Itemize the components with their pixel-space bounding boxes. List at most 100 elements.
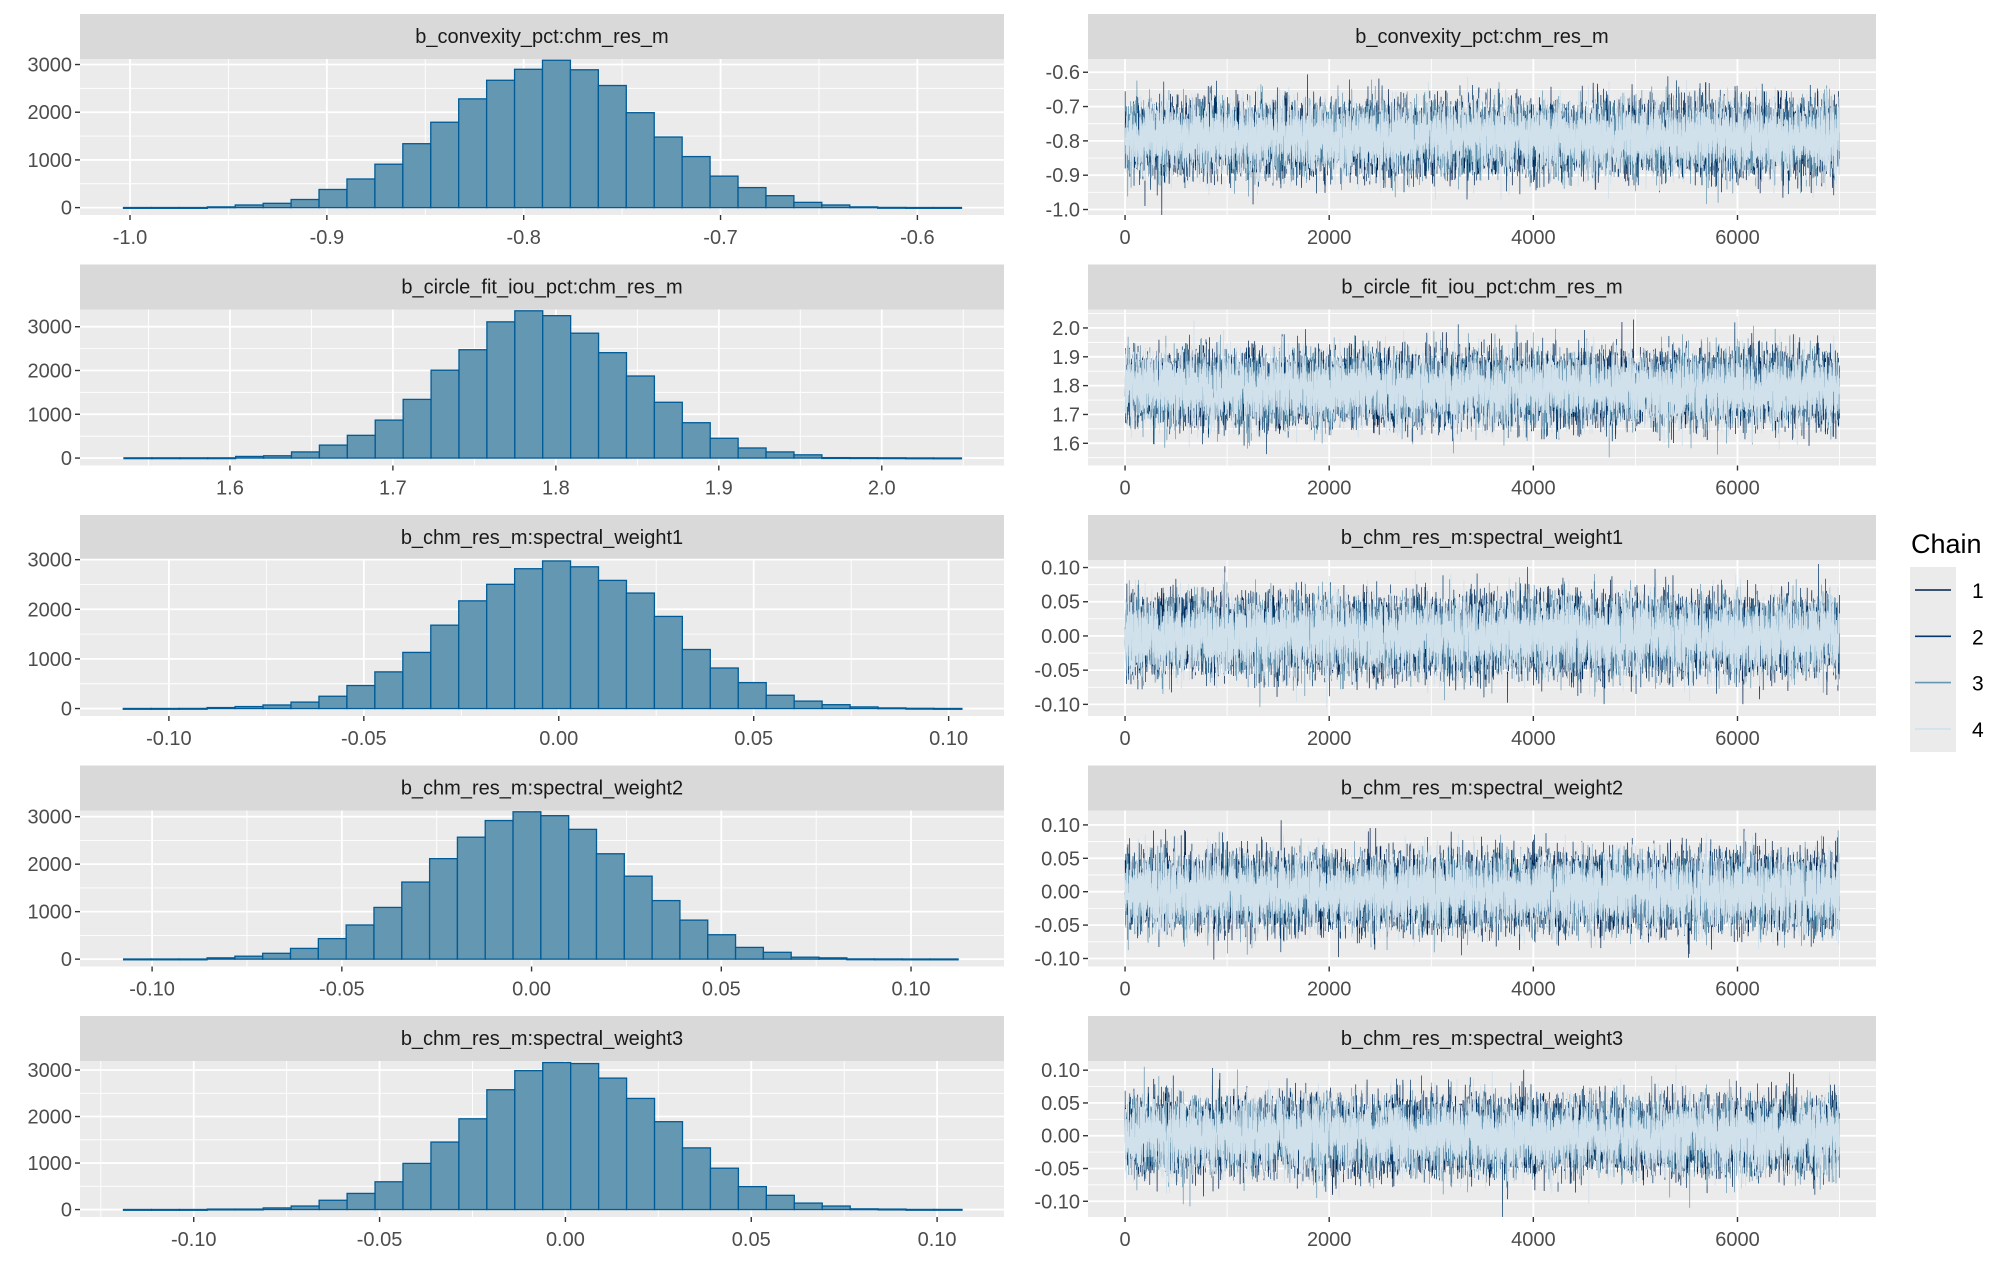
legend-key-background xyxy=(1910,567,1956,752)
x-tick-label: 6000 xyxy=(1715,478,1760,500)
histogram-bar xyxy=(737,681,767,710)
histogram-bar xyxy=(513,68,544,209)
x-tick-label: -0.8 xyxy=(506,227,540,249)
x-tick-label: 0.00 xyxy=(512,979,551,1001)
histogram-bar xyxy=(737,447,767,459)
histogram-bar xyxy=(568,828,598,960)
histogram-bar xyxy=(877,1208,907,1211)
histogram-bar xyxy=(178,958,208,961)
histogram-bar xyxy=(402,398,432,459)
histogram-bar xyxy=(430,121,460,209)
facet-title: b_chm_res_m:spectral_weight1 xyxy=(401,527,683,549)
histogram-bar xyxy=(821,1205,851,1211)
x-tick-label: -0.10 xyxy=(146,728,192,750)
legend-label: 2 xyxy=(1972,626,1984,649)
y-tick-label: 0.10 xyxy=(1041,815,1080,837)
x-tick-label: 4000 xyxy=(1511,728,1556,750)
histogram-bar xyxy=(877,206,907,209)
histogram-bar xyxy=(905,707,935,710)
histogram-bar xyxy=(346,684,376,710)
histogram-bar xyxy=(904,457,935,460)
histogram-bar xyxy=(597,1077,628,1211)
x-tick-label: 0 xyxy=(1119,979,1130,1001)
y-tick-label: -0.05 xyxy=(1034,915,1080,937)
histogram-bar xyxy=(234,204,264,209)
histogram-bar xyxy=(793,201,823,209)
facet-strip xyxy=(1088,264,1876,310)
histogram-bar xyxy=(401,881,431,960)
histogram-bar xyxy=(873,958,904,961)
histogram-bar xyxy=(709,667,739,710)
y-tick-label: 1.8 xyxy=(1052,376,1080,398)
trace-line-chain-4 xyxy=(1124,76,1841,201)
data-marks xyxy=(1124,316,1841,458)
trace-panel: b_chm_res_m:spectral_weight3 0 2000 4000 600… xyxy=(1034,1016,1876,1251)
histogram-bar xyxy=(486,321,516,459)
histogram-bar xyxy=(206,706,236,710)
histogram-bar xyxy=(765,451,795,459)
facet-strip xyxy=(1088,14,1876,59)
x-tick-label: 0.05 xyxy=(702,979,741,1001)
histogram-bar xyxy=(570,1062,600,1211)
histogram-bar xyxy=(262,1207,292,1211)
histogram-bar xyxy=(151,457,181,460)
histogram-bar xyxy=(486,583,516,710)
x-tick-label: 1.6 xyxy=(216,478,244,500)
histogram-bar xyxy=(484,819,514,960)
x-tick-label: 0 xyxy=(1119,728,1130,750)
x-tick-label: -1.0 xyxy=(113,227,147,249)
histogram-bar xyxy=(234,1208,264,1211)
histogram-bar xyxy=(317,937,347,960)
y-tick-label: 2000 xyxy=(28,599,73,621)
histogram-bar xyxy=(597,84,627,209)
y-tick-label: -0.05 xyxy=(1034,1158,1080,1180)
histogram-bar xyxy=(290,451,321,459)
y-tick-label: 3000 xyxy=(28,55,73,77)
y-tick-label: 0 xyxy=(61,699,72,721)
x-tick-label: 0 xyxy=(1119,227,1130,249)
x-tick-label: 4000 xyxy=(1511,979,1556,1001)
histogram-bar xyxy=(318,188,348,209)
histogram-bar xyxy=(122,206,153,209)
data-marks xyxy=(1124,563,1841,708)
histogram-bar xyxy=(262,952,292,960)
histogram-bar xyxy=(625,375,656,459)
histogram-bar xyxy=(374,1181,404,1211)
histogram-bar xyxy=(933,1208,963,1211)
histogram-bar xyxy=(178,707,208,710)
histogram-bar xyxy=(653,401,683,459)
histogram-bar xyxy=(818,957,848,960)
x-tick-label: 2000 xyxy=(1307,478,1352,500)
histogram-bar xyxy=(346,178,376,209)
y-tick-label: 2000 xyxy=(28,102,73,124)
y-tick-label: 1.9 xyxy=(1052,347,1080,369)
data-marks xyxy=(1124,820,1841,960)
histogram-bar xyxy=(821,704,851,710)
x-tick-label: 1.7 xyxy=(379,478,407,500)
y-tick-label: -1.0 xyxy=(1046,200,1080,222)
histogram-bar xyxy=(849,206,879,209)
y-tick-label: 0 xyxy=(61,949,72,971)
histogram-bar xyxy=(514,1070,544,1211)
histogram-bar xyxy=(709,1167,740,1211)
histogram-bar xyxy=(929,958,959,961)
histogram-bar xyxy=(651,899,681,960)
facet-title: b_chm_res_m:spectral_weight3 xyxy=(401,1028,683,1050)
histogram-bar xyxy=(541,59,572,209)
histogram-bar xyxy=(681,1147,712,1211)
histogram-bar xyxy=(290,198,320,209)
facet-strip xyxy=(1088,1016,1876,1061)
histogram-bar xyxy=(402,651,432,710)
histogram-bar xyxy=(456,836,486,960)
histogram-bar xyxy=(542,1061,572,1211)
x-tick-label: 2.0 xyxy=(868,478,896,500)
x-tick-label: -0.9 xyxy=(310,227,344,249)
facet-strip xyxy=(1088,515,1876,560)
y-tick-label: 0.00 xyxy=(1041,882,1080,904)
histogram-bar xyxy=(235,455,265,459)
y-tick-label: -0.6 xyxy=(1046,62,1080,84)
histogram-bar xyxy=(793,700,823,710)
histogram-bar xyxy=(569,69,600,209)
trace-line-chain-4 xyxy=(1124,570,1841,708)
histogram-bar xyxy=(625,1097,656,1211)
